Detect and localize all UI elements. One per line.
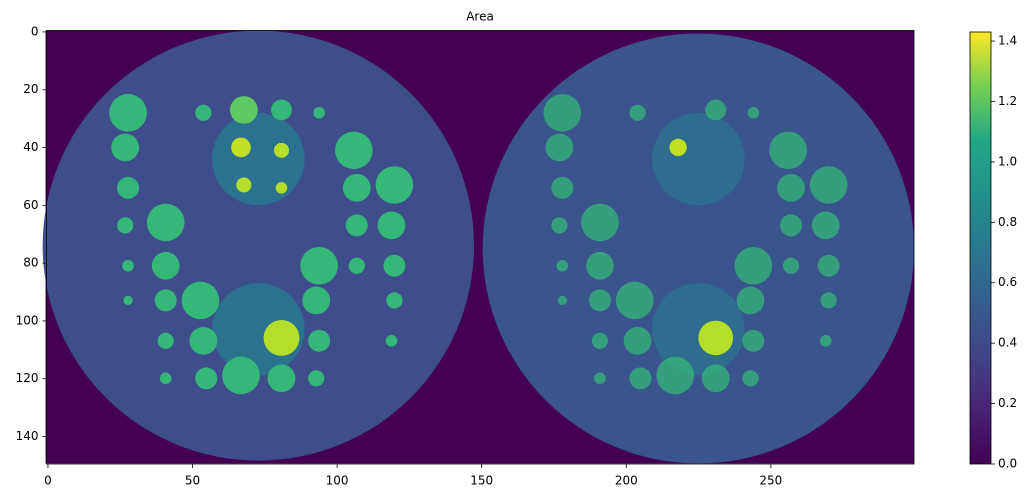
x-tick-label: 150 (470, 474, 493, 488)
colorbar-tick-label: 0.6 (998, 275, 1017, 289)
x-tick-label: 0 (44, 474, 52, 488)
y-tick-label: 80 (23, 256, 38, 270)
chart-title: Area (466, 10, 494, 24)
colorbar-tick-label: 0.0 (998, 457, 1017, 471)
colorbar (969, 31, 992, 465)
y-tick-label: 40 (23, 140, 38, 154)
x-tick-label: 50 (185, 474, 200, 488)
colorbar-tick-label: 0.4 (998, 336, 1017, 350)
y-tick-label: 140 (16, 429, 39, 443)
y-tick-label: 20 (23, 82, 38, 96)
y-tick-label: 120 (16, 371, 39, 385)
y-tick-label: 0 (31, 24, 39, 38)
colorbar-tick-label: 1.2 (998, 94, 1017, 108)
x-tick-label: 250 (759, 474, 782, 488)
colorbar-tick-label: 1.4 (998, 34, 1017, 48)
y-tick-label: 60 (23, 198, 38, 212)
x-tick-label: 100 (326, 474, 349, 488)
colorbar-tick-label: 0.8 (998, 215, 1017, 229)
y-tick-label: 100 (16, 313, 39, 327)
colorbar-tick-label: 0.2 (998, 396, 1017, 410)
colorbar-tick-label: 1.0 (998, 154, 1017, 168)
axes-frame (46, 30, 915, 465)
image (42, 30, 915, 464)
x-tick-label: 200 (615, 474, 638, 488)
